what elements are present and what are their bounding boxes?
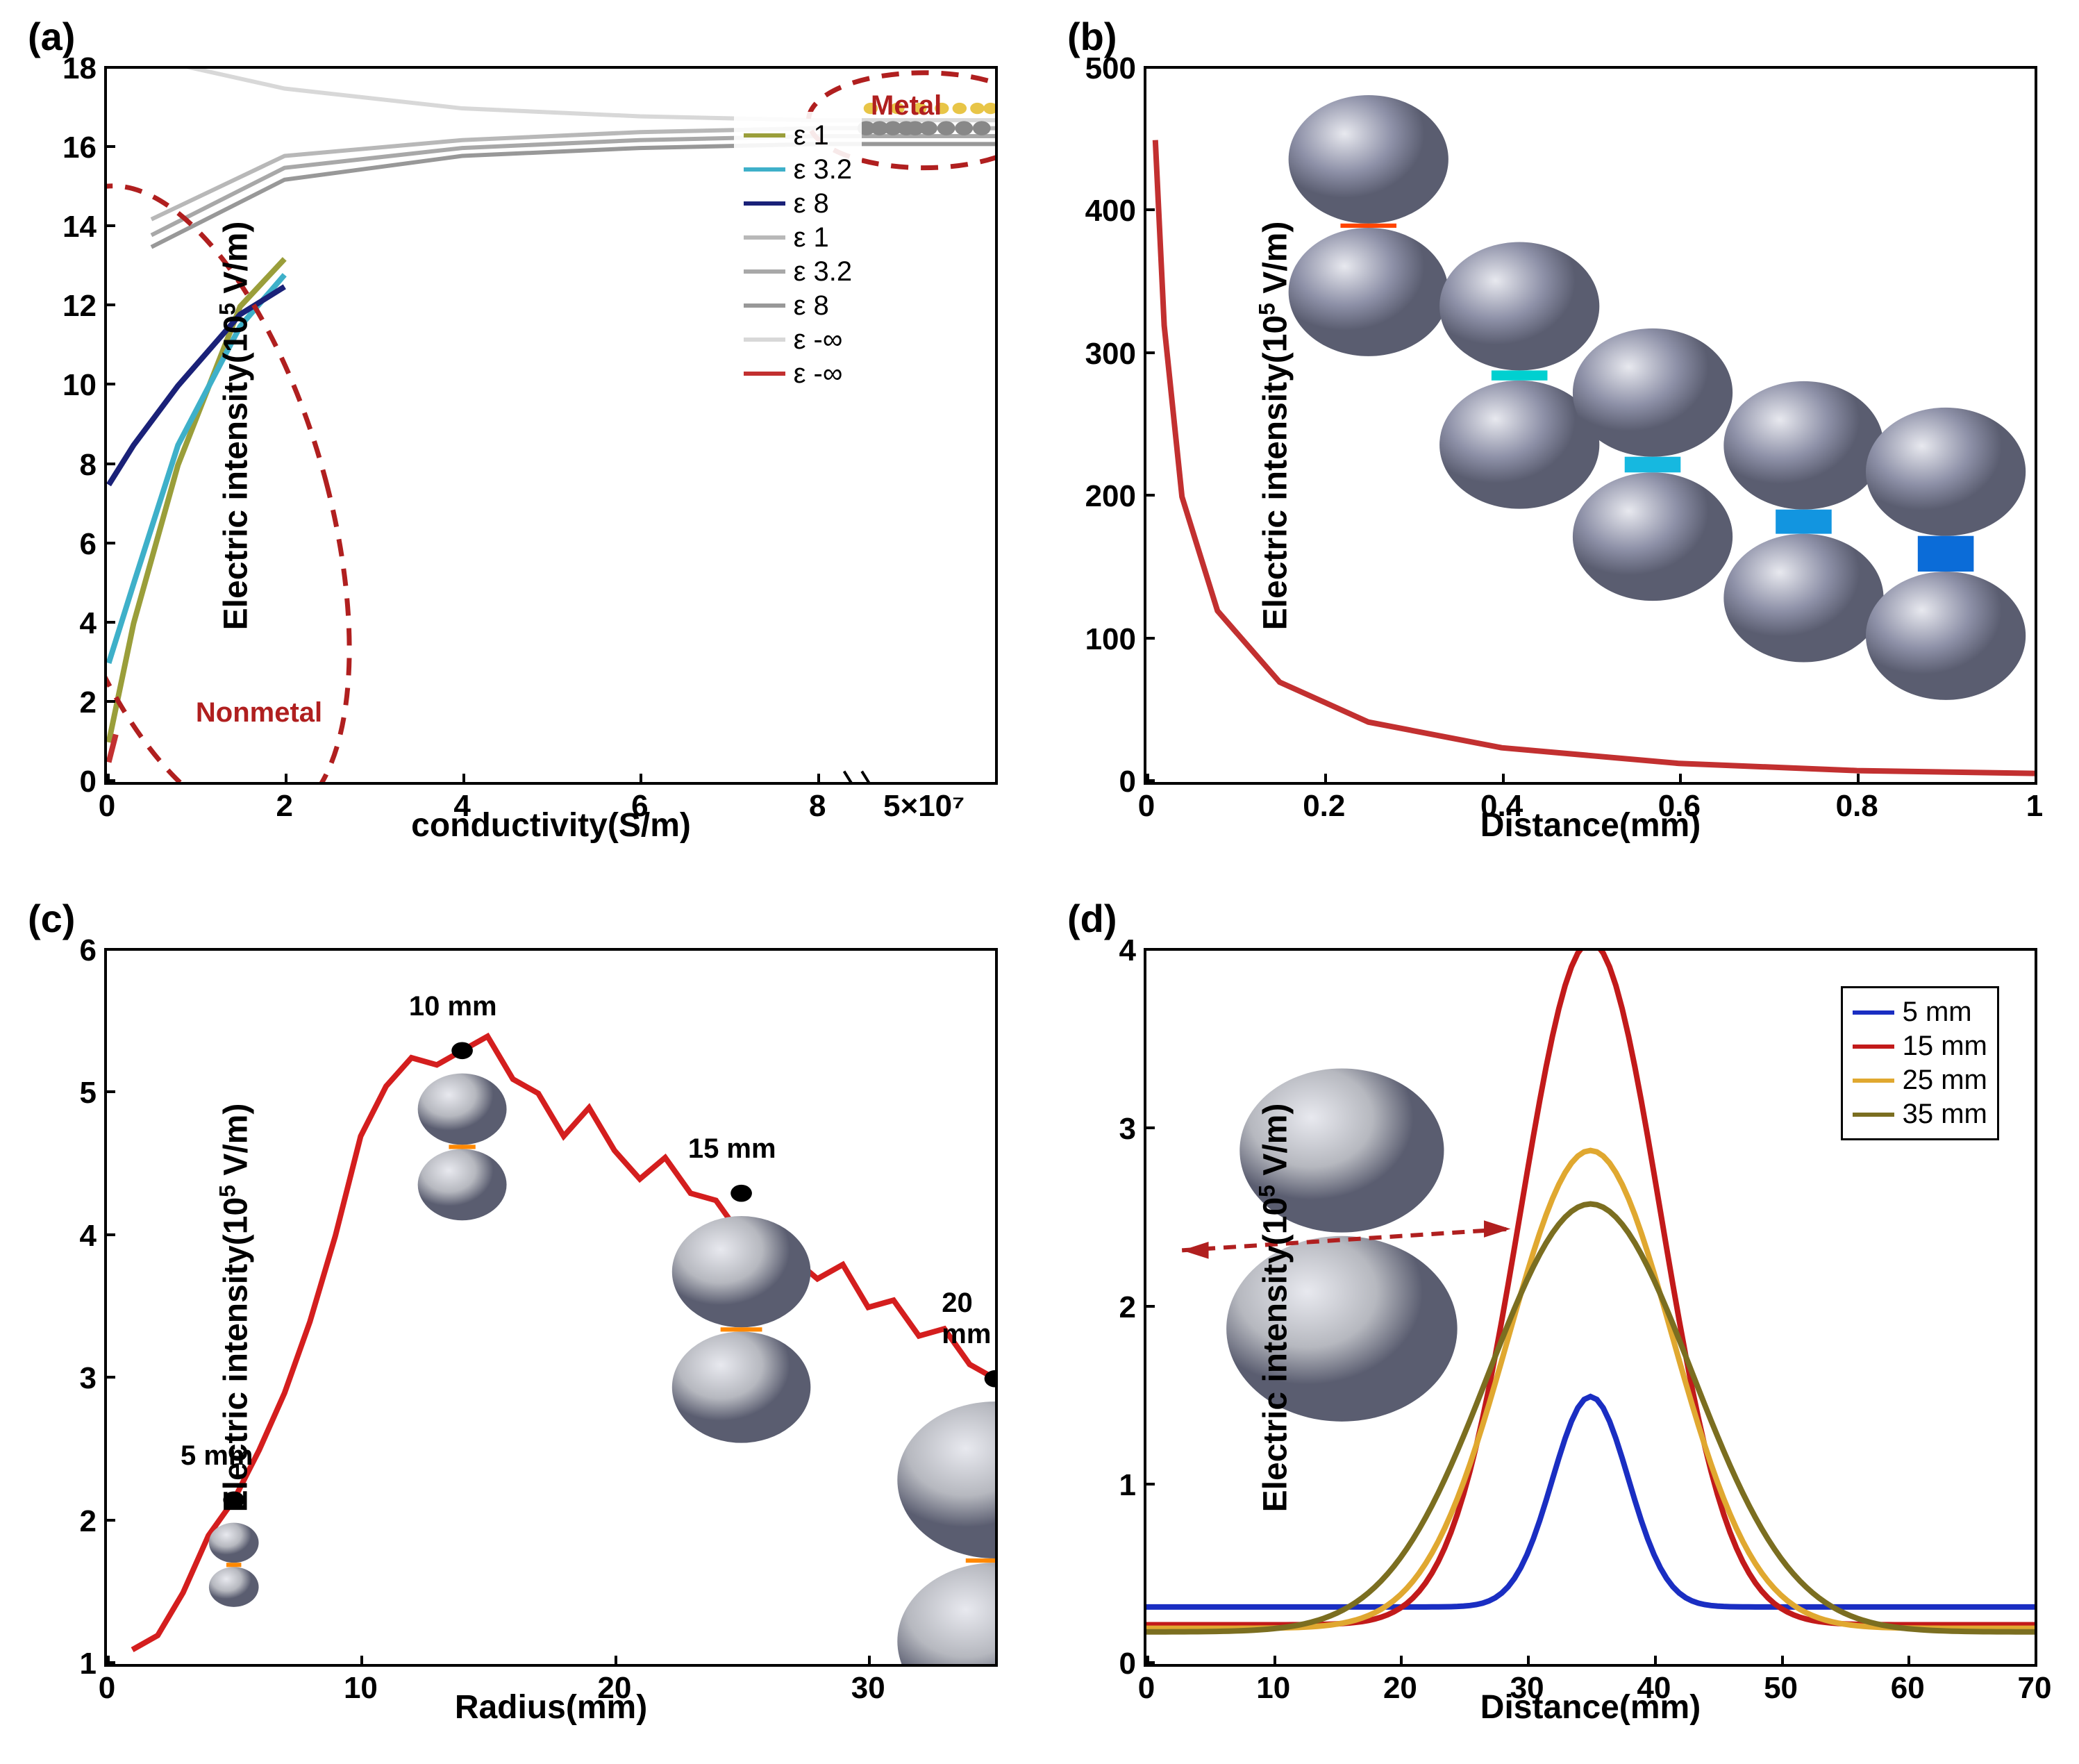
chart-a-legend: ε 1ε 3.2ε 8ε 1ε 3.2ε 8ε -∞ε -∞ [734,112,862,398]
panel-c-label: (c) [14,896,1026,941]
annotation-nonmetal: Nonmetal [196,697,322,729]
chart-b: Electric intensity(105 V/m) Distance(mm)… [1144,66,2037,785]
panel-b: (b) Electric intensity(105 V/m) Distance… [1053,14,2065,868]
chart-d-legend: 5 mm15 mm25 mm35 mm [1841,986,1999,1140]
panel-c: (c) Electric intensity(105 V/m) Radius(m… [14,896,1026,1750]
figure-grid: (a) Electric intensity(105 V/m) conducti… [14,14,2065,1750]
panel-a: (a) Electric intensity(105 V/m) conducti… [14,14,1026,868]
chart-c: Electric intensity(105 V/m) Radius(mm) 0… [104,948,998,1667]
chart-a-ylabel: Electric intensity(105 V/m) [215,221,255,630]
chart-b-ylabel: Electric intensity(105 V/m) [1254,221,1294,630]
chart-a: Electric intensity(105 V/m) conductivity… [104,66,998,785]
chart-d-ylabel: Electric intensity(105 V/m) [1254,1103,1294,1512]
panel-d: (d) Electric intensity(105 V/m) Distance… [1053,896,2065,1750]
annotation-metal: Metal [871,90,942,122]
panel-b-label: (b) [1053,14,2065,59]
panel-d-label: (d) [1053,896,2065,941]
chart-d: Electric intensity(105 V/m) Distance(mm)… [1144,948,2037,1667]
panel-a-label: (a) [14,14,1026,59]
